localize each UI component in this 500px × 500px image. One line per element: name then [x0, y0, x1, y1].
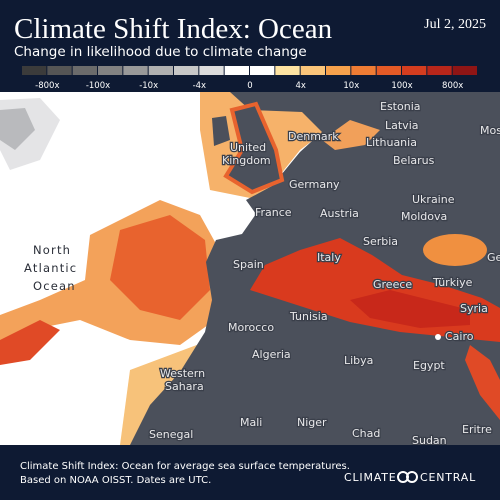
- warm-patch: [0, 320, 60, 365]
- logo: CLIMATE CENTRAL: [344, 471, 476, 484]
- legend-swatch: [275, 66, 300, 75]
- map-label: Morocco: [228, 321, 274, 334]
- map-label: Greece: [373, 278, 412, 291]
- map-label: Algeria: [252, 348, 291, 361]
- map-label: Atlantic: [24, 261, 77, 275]
- map-label: Ocean: [33, 279, 76, 293]
- footer-bg: [0, 445, 500, 500]
- legend: -800x -100x -10x -4x 0 4x 10x 100x 800x: [22, 66, 477, 91]
- legend-swatch: [376, 66, 401, 75]
- title: Climate Shift Index: Ocean: [14, 13, 333, 45]
- legend-label: 0: [247, 81, 252, 91]
- map-label: Libya: [344, 354, 373, 367]
- legend-swatch: [174, 66, 199, 75]
- map-label: Mos: [480, 124, 500, 137]
- legend-swatch: [351, 66, 376, 75]
- map-label: Egypt: [413, 359, 445, 372]
- map-label: Denmark: [288, 130, 339, 143]
- mediterranean-hot: [350, 290, 470, 328]
- map-label: Moldova: [401, 210, 447, 223]
- legend-swatch: [224, 66, 249, 75]
- warm-patch: [110, 215, 210, 320]
- legend-swatch: [452, 66, 477, 75]
- legend-swatch: [427, 66, 452, 75]
- map-label: Sahara: [165, 380, 204, 393]
- map: [0, 92, 500, 445]
- map-label: Serbia: [363, 235, 398, 248]
- map-label: Western: [160, 367, 205, 380]
- map-label: Italy: [317, 251, 341, 264]
- map-label: France: [255, 206, 292, 219]
- footer-note: Climate Shift Index: Ocean for average s…: [20, 461, 350, 472]
- map-label: Latvia: [385, 119, 419, 132]
- map-label: Austria: [320, 207, 359, 220]
- legend-swatch: [326, 66, 351, 75]
- map-label: Niger: [297, 416, 327, 429]
- legend-swatch: [402, 66, 427, 75]
- legend-swatch: [47, 66, 72, 75]
- map-label: Mali: [240, 416, 262, 429]
- legend-label: -4x: [193, 81, 207, 91]
- subtitle: Change in likelihood due to climate chan…: [14, 44, 307, 60]
- map-label: Cairo: [445, 330, 474, 343]
- map-label: Estonia: [380, 100, 421, 113]
- legend-swatch: [22, 66, 47, 75]
- map-label: North: [33, 243, 71, 257]
- black-sea: [423, 234, 487, 266]
- baltic: [322, 120, 380, 150]
- header-bg: [0, 0, 500, 92]
- map-label: Sudan: [412, 434, 447, 447]
- legend-label: 4x: [295, 81, 305, 91]
- map-label: Chad: [352, 427, 380, 440]
- legend-swatch: [123, 66, 148, 75]
- legend-swatch: [300, 66, 325, 75]
- legend-label: -10x: [139, 81, 158, 91]
- map-label: Eritre: [462, 423, 492, 436]
- legend-label: 800x: [442, 81, 463, 91]
- legend-swatch: [72, 66, 97, 75]
- map-label: Tunisia: [289, 310, 328, 323]
- logo-text: CLIMATE: [344, 471, 396, 484]
- city-dot: [435, 334, 441, 340]
- footer-note: Based on NOAA OISST. Dates are UTC.: [20, 475, 211, 486]
- legend-swatch: [199, 66, 224, 75]
- legend-label: -100x: [86, 81, 110, 91]
- map-label: Senegal: [149, 428, 193, 441]
- date: Jul 2, 2025: [424, 17, 486, 32]
- map-label: Türkiye: [432, 276, 473, 289]
- logo-ring: [406, 471, 418, 483]
- legend-swatch: [98, 66, 123, 75]
- cool-patch: [0, 108, 35, 150]
- map-label: Kingdom: [222, 154, 271, 167]
- legend-swatch: [148, 66, 173, 75]
- legend-label: 100x: [391, 81, 412, 91]
- map-label: Ukraine: [412, 193, 455, 206]
- legend-label: 10x: [343, 81, 359, 91]
- legend-swatch: [250, 66, 275, 75]
- map-label: Ge: [487, 251, 500, 264]
- red-sea: [465, 345, 500, 420]
- logo-text: CENTRAL: [420, 471, 476, 484]
- legend-label: -800x: [35, 81, 59, 91]
- land-ireland: [212, 116, 230, 146]
- map-label: Lithuania: [366, 136, 417, 149]
- map-label: United: [230, 141, 266, 154]
- map-label: Spain: [233, 258, 264, 271]
- map-label: Germany: [289, 178, 340, 191]
- map-label: Syria: [460, 302, 488, 315]
- map-labels: Estonia Latvia Lithuania Mos Denmark Uni…: [24, 99, 500, 449]
- map-label: Belarus: [393, 154, 435, 167]
- land-uk: [223, 101, 285, 195]
